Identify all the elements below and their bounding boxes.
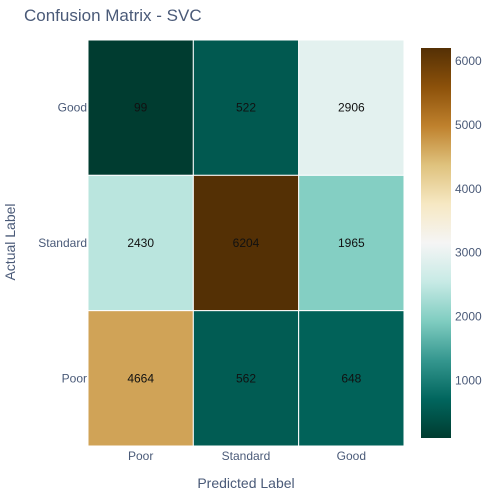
y-tick-label: Standard [38, 236, 87, 250]
chart-title: Confusion Matrix - SVC [24, 6, 202, 25]
heatmap-cell [298, 174, 405, 312]
y-axis-ticks: Good Standard Poor [38, 101, 87, 386]
colorbar-tick-label: 2000 [455, 310, 482, 324]
heatmap-cell-value: 6204 [233, 236, 260, 250]
heatmap-cell-value: 1965 [338, 236, 365, 250]
heatmap-cell [192, 39, 300, 176]
heatmap-cell-value: 2906 [338, 101, 365, 115]
heatmap-cell-value: 648 [341, 371, 361, 385]
heatmap-cell-value: 99 [134, 101, 148, 115]
y-tick-label: Good [58, 101, 87, 115]
colorbar-tick-label: 6000 [455, 54, 482, 68]
colorbar [421, 48, 451, 438]
x-axis-label: Predicted Label [197, 475, 294, 491]
heatmap-cell [298, 39, 405, 176]
colorbar-tick-label: 5000 [455, 118, 482, 132]
y-tick-label: Poor [62, 371, 87, 385]
colorbar-tick-label: 4000 [455, 182, 482, 196]
x-tick-label: Poor [128, 449, 153, 463]
heatmap-cell [87, 39, 194, 176]
heatmap-cell [192, 174, 300, 312]
heatmap-cell-value: 562 [236, 371, 256, 385]
colorbar-tick-label: 3000 [455, 246, 482, 260]
heatmap-cells [87, 39, 405, 447]
heatmap-cell [87, 310, 194, 447]
x-tick-label: Good [337, 449, 366, 463]
heatmap-cell-value: 4664 [127, 371, 154, 385]
x-tick-label: Standard [222, 449, 271, 463]
heatmap-cell [87, 174, 194, 312]
heatmap-cell [192, 310, 300, 447]
colorbar-tick-label: 1000 [455, 373, 482, 387]
heatmap-cell [298, 310, 405, 447]
heatmap-cell-value: 522 [236, 101, 256, 115]
y-axis-label: Actual Label [2, 203, 18, 280]
colorbar-ticks: 1000 2000 3000 4000 5000 6000 [455, 54, 482, 387]
x-axis-ticks: Poor Standard Good [128, 449, 366, 463]
heatmap-cell-value: 2430 [127, 236, 154, 250]
heatmap-cell-labels: 99 522 2906 2430 6204 1965 4664 562 648 [127, 101, 365, 386]
